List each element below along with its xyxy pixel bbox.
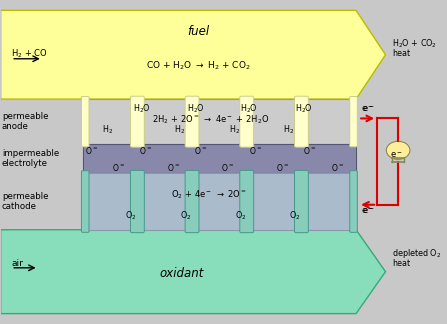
Text: CO + H$_2$O $\rightarrow$ H$_2$ + CO$_2$: CO + H$_2$O $\rightarrow$ H$_2$ + CO$_2$ xyxy=(146,60,251,73)
Text: H$_2$: H$_2$ xyxy=(228,124,240,136)
Bar xyxy=(83,99,356,144)
Text: O$^=$: O$^=$ xyxy=(303,145,316,156)
Text: e$^-$: e$^-$ xyxy=(361,104,374,114)
FancyBboxPatch shape xyxy=(185,170,199,233)
Bar xyxy=(83,144,356,173)
Text: impermeable
electrolyte: impermeable electrolyte xyxy=(2,149,59,168)
Text: e$^-$: e$^-$ xyxy=(390,151,402,160)
Text: oxidant: oxidant xyxy=(159,267,204,280)
FancyBboxPatch shape xyxy=(295,170,308,233)
Text: H$_2$O: H$_2$O xyxy=(295,103,312,115)
Text: heat: heat xyxy=(392,259,410,268)
Bar xyxy=(83,173,356,230)
Text: e$^-$: e$^-$ xyxy=(363,207,375,216)
Text: heat: heat xyxy=(392,50,410,58)
Text: depleted O$_2$: depleted O$_2$ xyxy=(392,248,441,260)
Text: O$^=$: O$^=$ xyxy=(331,162,344,173)
Text: air: air xyxy=(11,259,23,268)
Text: O$_2$: O$_2$ xyxy=(235,209,246,222)
Circle shape xyxy=(386,141,410,159)
Text: H$_2$: H$_2$ xyxy=(174,124,185,136)
FancyBboxPatch shape xyxy=(131,96,144,147)
Text: O$^=$: O$^=$ xyxy=(249,145,261,156)
FancyBboxPatch shape xyxy=(185,96,199,147)
Text: O$^=$: O$^=$ xyxy=(221,162,234,173)
Text: fuel: fuel xyxy=(187,25,209,38)
Text: H$_2$O + CO$_2$: H$_2$O + CO$_2$ xyxy=(392,38,437,51)
Text: e$^-$: e$^-$ xyxy=(361,207,374,216)
FancyBboxPatch shape xyxy=(295,96,308,147)
Text: H$_2$: H$_2$ xyxy=(283,124,294,136)
Text: permeable
cathode: permeable cathode xyxy=(2,192,48,211)
Text: O$^=$: O$^=$ xyxy=(167,162,180,173)
Text: H$_2$O: H$_2$O xyxy=(133,103,151,115)
FancyBboxPatch shape xyxy=(81,97,89,147)
Polygon shape xyxy=(1,10,385,99)
Text: permeable
anode: permeable anode xyxy=(2,112,48,131)
Text: H$_2$ + CO: H$_2$ + CO xyxy=(11,48,48,60)
Text: O$_2$: O$_2$ xyxy=(125,209,137,222)
FancyBboxPatch shape xyxy=(240,96,253,147)
FancyBboxPatch shape xyxy=(350,171,357,232)
Text: O$^=$: O$^=$ xyxy=(112,162,125,173)
FancyBboxPatch shape xyxy=(350,97,357,147)
Text: O$^=$: O$^=$ xyxy=(84,145,97,156)
Text: O$^=$: O$^=$ xyxy=(194,145,207,156)
Text: H$_2$O: H$_2$O xyxy=(187,103,205,115)
Text: O$_2$: O$_2$ xyxy=(180,209,191,222)
FancyBboxPatch shape xyxy=(131,170,144,233)
Text: e$^-$: e$^-$ xyxy=(363,104,375,114)
Text: H$_2$O: H$_2$O xyxy=(240,103,258,115)
Text: H$_2$: H$_2$ xyxy=(102,124,114,136)
Text: O$^=$: O$^=$ xyxy=(139,145,152,156)
FancyBboxPatch shape xyxy=(240,170,253,233)
Polygon shape xyxy=(1,230,385,314)
Text: 2H$_2$ + 2O$^=$ $\rightarrow$ 4e$^-$ + 2H$_2$O: 2H$_2$ + 2O$^=$ $\rightarrow$ 4e$^-$ + 2… xyxy=(152,114,270,126)
Text: O$_2$: O$_2$ xyxy=(289,209,301,222)
FancyBboxPatch shape xyxy=(81,171,89,232)
Text: O$^=$: O$^=$ xyxy=(276,162,289,173)
Text: O$_2$ + 4e$^-$ $\rightarrow$ 2O$^=$: O$_2$ + 4e$^-$ $\rightarrow$ 2O$^=$ xyxy=(171,189,247,201)
